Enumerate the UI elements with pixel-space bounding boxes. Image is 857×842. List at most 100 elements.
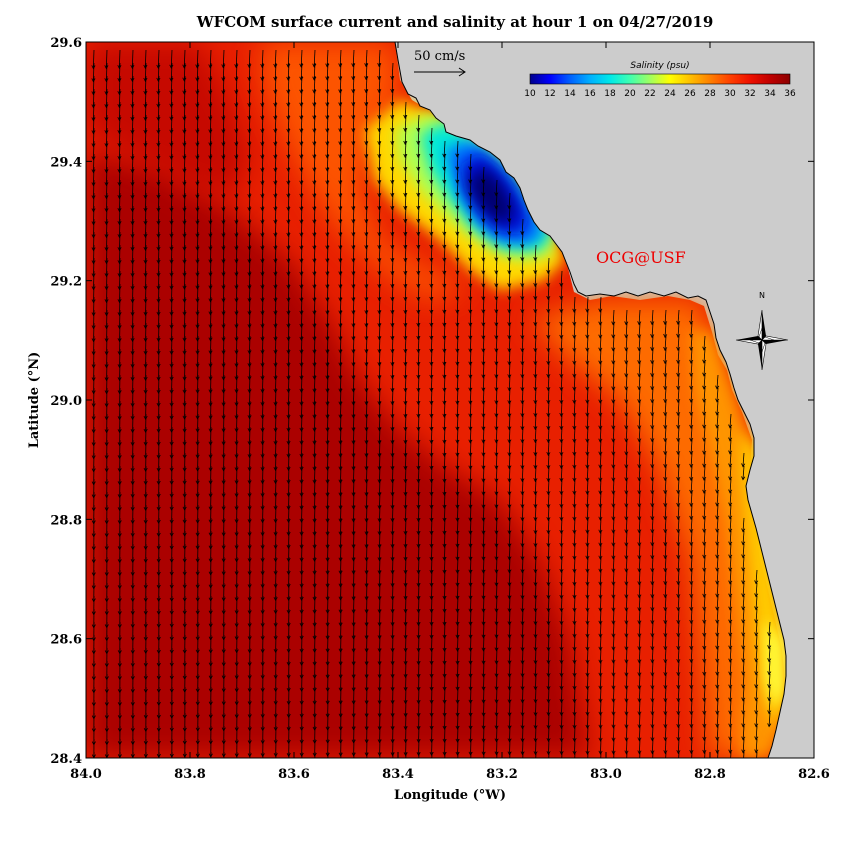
current-vector [677,400,680,416]
current-vector [209,62,212,81]
current-vector [339,88,342,106]
current-vector-head [260,428,265,433]
current-vector [612,699,615,715]
current-vector [703,686,706,702]
current-vector-head [598,438,603,443]
current-vector [495,530,498,547]
current-vector [482,426,485,443]
current-vector [548,673,550,690]
current-vector [560,374,563,391]
current-vector [105,127,108,147]
current-vector-head [611,412,616,417]
current-vector-head [624,659,629,664]
current-vector-head [624,503,629,508]
current-vector-head [364,323,369,328]
current-vector [703,348,706,363]
current-vector-head [520,361,525,366]
current-vector [742,634,745,649]
current-vector [287,179,290,198]
current-vector [625,543,628,559]
current-vector [638,582,641,598]
current-vector-head [182,298,187,303]
current-vector [716,634,719,649]
current-vector-head [637,412,642,417]
current-vector [470,634,472,651]
current-vector [235,75,238,94]
current-vector [677,634,680,650]
current-vector [560,634,563,651]
current-vector-head [286,362,291,367]
current-vector-head [559,360,564,365]
current-vector-head [754,658,759,663]
current-vector-head [208,311,213,316]
current-vector-head [637,373,642,378]
current-vector [521,335,524,352]
current-vector [275,413,277,432]
current-vector [690,413,693,429]
current-vector [404,400,407,418]
current-vector [443,283,446,300]
current-vector [274,309,277,328]
current-vector-head [338,440,343,445]
current-vector-head [572,490,577,495]
current-vector-head [117,117,122,122]
current-vector-head [377,362,382,367]
current-vector-head [689,736,694,742]
current-vector-head [702,502,707,507]
current-vector-head [611,737,616,742]
current-vector-head [611,425,616,430]
current-vector [444,673,446,691]
current-vector-head [312,492,317,497]
current-vector [716,465,719,480]
current-vector [470,595,472,612]
current-vector [612,725,615,741]
current-vector [131,166,134,186]
current-vector [378,452,381,470]
current-vector-head [364,206,369,211]
current-vector [196,218,199,237]
current-vector [495,517,498,534]
colorbar-tick-label: 18 [604,89,616,99]
current-vector [417,426,420,444]
current-vector [534,335,537,352]
current-vector [430,322,433,340]
current-vector-head [403,635,408,640]
current-vector [690,621,693,637]
current-vector-head [520,530,525,535]
current-vector-head [650,646,655,651]
current-vector [495,569,498,586]
current-vector-head [624,581,629,586]
current-vector [664,465,667,481]
current-vector [509,647,511,664]
current-vector-head [273,206,278,212]
current-vector-head [325,258,330,263]
current-vector-head [676,593,681,599]
current-vector [274,218,277,237]
current-vector-head [442,504,447,509]
current-vector [196,179,199,198]
current-vector-head [325,89,330,94]
current-vector-head [625,764,628,767]
current-vector [586,439,589,455]
current-vector [457,582,459,599]
current-vector-head [234,116,239,121]
current-vector-head [377,232,382,237]
current-vector-head [637,321,642,326]
current-vector-head [481,608,486,613]
current-vector-head [338,284,343,289]
current-vector-head [247,363,252,368]
current-vector [573,348,576,365]
current-vector [287,166,290,185]
current-vector-head [663,672,668,677]
current-vector [482,179,485,196]
current-vector-head [455,387,460,392]
current-vector [443,244,446,261]
current-vector-head [195,259,200,264]
current-vector [261,166,264,185]
current-vector [170,127,173,146]
current-vector-head [741,541,746,546]
current-vector-head [455,712,460,717]
current-vector [677,647,680,663]
current-vector [431,556,433,574]
current-vector [651,686,654,702]
